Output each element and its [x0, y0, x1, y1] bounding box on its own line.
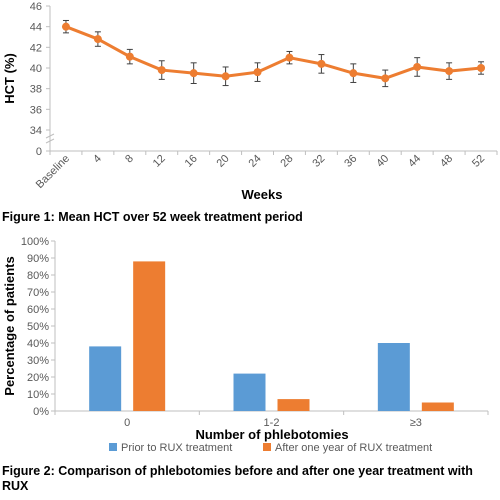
bar-prior-to-rux	[233, 373, 266, 411]
y-tick-label: 44	[30, 22, 42, 34]
y-tick-label: 100%	[21, 236, 49, 248]
bar-after-one-year-rux	[133, 261, 166, 411]
y-tick-label: 42	[30, 42, 42, 54]
hct-data-point	[93, 35, 102, 44]
hct-data-point	[381, 74, 390, 83]
y-tick-label: 46	[30, 1, 42, 13]
hct-data-point	[477, 64, 486, 72]
y-tick-label: 60%	[27, 304, 49, 316]
hct-data-point	[317, 59, 326, 68]
y-tick-label: 20%	[27, 372, 49, 384]
y-tick-label: 40	[30, 63, 42, 75]
y-axis-title: HCT (%)	[2, 53, 17, 104]
x-axis-title: Number of phlebotomies	[195, 427, 348, 442]
x-tick-label: 1-2	[264, 417, 280, 429]
y-tick-label: 40%	[27, 338, 49, 350]
axis-break-mark	[45, 138, 55, 144]
y-tick-label: 34	[30, 125, 42, 137]
y-tick-label: 10%	[27, 389, 49, 401]
hct-data-point	[445, 67, 454, 76]
y-tick-label: 90%	[27, 253, 49, 265]
hct-series-line	[65, 25, 482, 80]
hct-data-point	[285, 53, 294, 62]
hct-data-point	[349, 69, 358, 78]
figure1-caption: Figure 1: Mean HCT over 52 week treatmen…	[2, 210, 303, 224]
hct-data-point	[125, 52, 134, 61]
y-tick-label: 70%	[27, 287, 49, 299]
y-tick-label: 36	[30, 104, 42, 116]
axis-break-mark	[45, 133, 55, 139]
hct-data-point	[157, 66, 166, 75]
y-tick-label: 80%	[27, 270, 49, 282]
x-tick-label: 0	[124, 417, 130, 429]
figure2-caption: Figure 2: Comparison of phlebotomies bef…	[2, 464, 473, 493]
phlebotomy-bar-chart: 0% 10% 20% 30% 40% 50% 60% 70% 80% 90% 100% 0 1-2 ≥3 P…	[2, 236, 489, 454]
y-tick-label: 30%	[27, 355, 49, 367]
y-tick-label: 0	[36, 146, 42, 158]
bar-after-one-year-rux	[277, 399, 310, 411]
legend-swatch	[109, 443, 117, 451]
hct-data-point	[253, 68, 262, 77]
bar-prior-to-rux	[377, 343, 410, 411]
legend-label: After one year of RUX treatment	[275, 442, 432, 454]
y-axis-title: Percentage of patients	[2, 256, 17, 395]
bar-after-one-year-rux	[421, 402, 454, 411]
hct-data-point	[221, 72, 230, 81]
legend-label: Prior to RUX treatment	[121, 442, 232, 454]
y-tick-label: 0%	[33, 406, 49, 418]
hct-data-point	[189, 69, 198, 78]
legend-swatch	[263, 443, 271, 451]
x-axis-title: Weeks	[242, 187, 283, 202]
y-tick-label: 38	[30, 84, 42, 96]
bar-prior-to-rux	[89, 346, 122, 411]
x-tick-label: ≥3	[410, 417, 422, 429]
hct-data-point	[61, 22, 70, 31]
hct-data-point	[413, 62, 422, 71]
y-tick-label: 50%	[27, 321, 49, 333]
